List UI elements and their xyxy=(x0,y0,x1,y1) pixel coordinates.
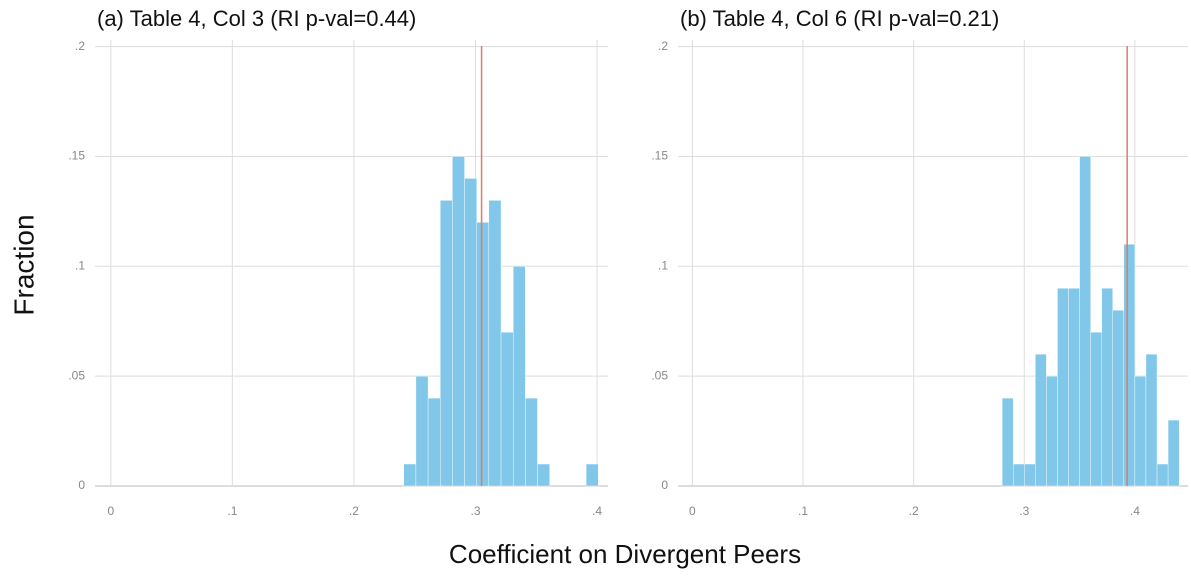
bar xyxy=(415,375,429,487)
x-tick-label: 0 xyxy=(107,504,114,518)
bar xyxy=(1134,375,1147,487)
y-tick-label: .2 xyxy=(658,39,668,53)
bar xyxy=(1101,288,1113,487)
y-tick-label: 0 xyxy=(78,478,85,492)
bar xyxy=(1145,353,1158,487)
bar xyxy=(1079,156,1091,487)
y-tick-label: .15 xyxy=(68,149,85,163)
y-tick-label: .2 xyxy=(75,39,85,53)
y-tick-label: .1 xyxy=(75,258,85,272)
x-tick-label: .1 xyxy=(798,504,808,518)
bar xyxy=(1112,310,1125,487)
bar xyxy=(488,200,502,487)
bar xyxy=(476,222,490,487)
chart-title: (a) Table 4, Col 3 (RI p-val=0.44) xyxy=(97,6,416,31)
bar xyxy=(427,397,441,487)
bar xyxy=(452,156,465,487)
bar xyxy=(1167,419,1180,487)
bar xyxy=(1123,244,1136,487)
bar xyxy=(1156,463,1169,487)
bar xyxy=(500,332,514,487)
bar xyxy=(1013,463,1025,487)
x-tick-label: .4 xyxy=(592,504,602,518)
x-tick-label: .4 xyxy=(1130,504,1140,518)
x-tick-label: 0 xyxy=(689,504,696,518)
bar xyxy=(1068,288,1080,487)
bar xyxy=(403,463,417,487)
bar xyxy=(512,266,526,487)
x-tick-label: .3 xyxy=(1019,504,1029,518)
bar xyxy=(1024,463,1036,487)
bar xyxy=(464,178,477,487)
bar xyxy=(525,397,538,487)
bar xyxy=(585,463,599,487)
y-tick-label: 0 xyxy=(661,478,668,492)
x-tick-label: .3 xyxy=(470,504,480,518)
x-tick-label: .2 xyxy=(909,504,919,518)
bar xyxy=(1057,288,1069,487)
bar xyxy=(537,463,550,487)
y-tick-label: .05 xyxy=(651,368,668,382)
bar xyxy=(1090,332,1102,487)
y-tick-label: .05 xyxy=(68,368,85,382)
x-tick-label: .1 xyxy=(227,504,237,518)
bar xyxy=(1046,375,1058,487)
y-tick-label: .1 xyxy=(658,258,668,272)
bar xyxy=(440,200,453,487)
bar xyxy=(1001,397,1014,487)
chart-title: (b) Table 4, Col 6 (RI p-val=0.21) xyxy=(680,6,999,31)
x-tick-label: .2 xyxy=(349,504,359,518)
y-tick-label: .15 xyxy=(651,149,668,163)
x-axis-title: Coefficient on Divergent Peers xyxy=(449,539,801,569)
bar xyxy=(1035,353,1047,487)
y-axis-title: Fraction xyxy=(8,214,39,315)
